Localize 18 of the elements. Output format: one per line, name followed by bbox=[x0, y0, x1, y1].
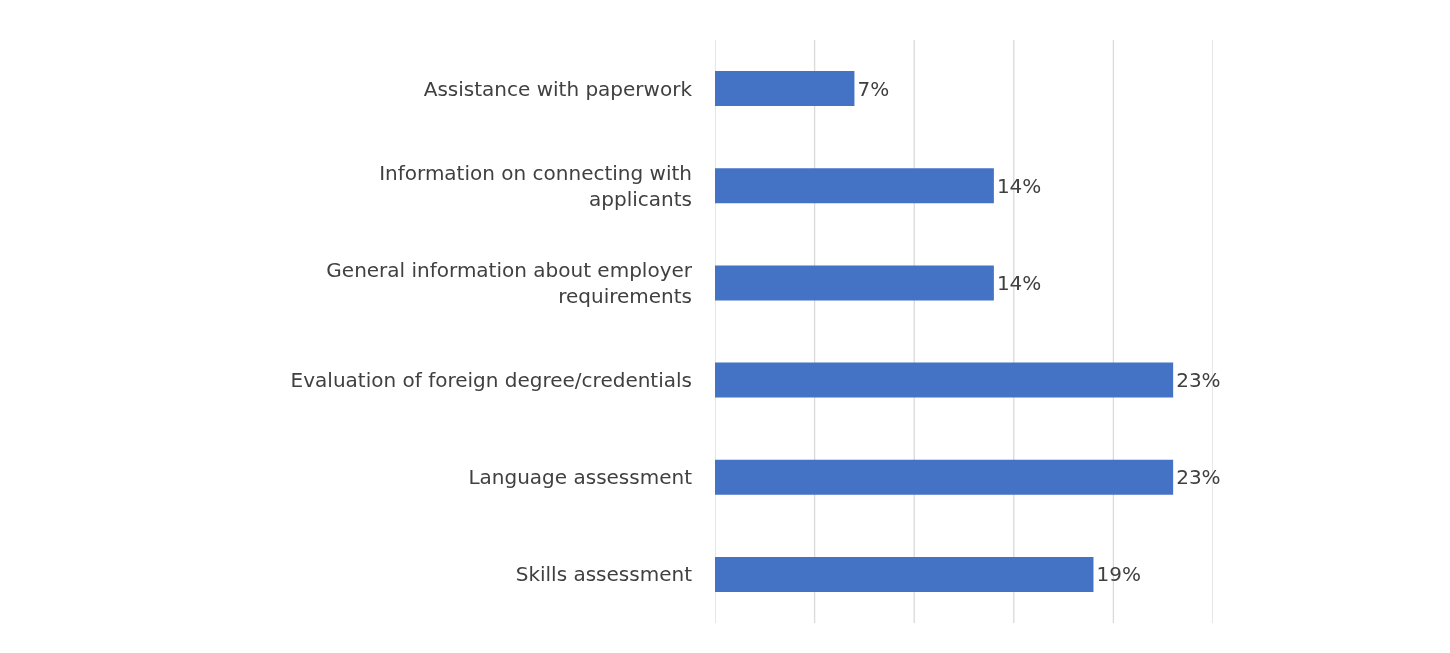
bar bbox=[715, 459, 1174, 495]
data-label: 19% bbox=[1096, 562, 1141, 587]
bar bbox=[715, 362, 1174, 398]
data-label: 23% bbox=[1176, 465, 1221, 490]
y-tick-label: Assistance with paperwork bbox=[423, 76, 693, 101]
bar bbox=[715, 168, 994, 204]
y-tick-label: Language assessment bbox=[468, 465, 693, 490]
data-label: 14% bbox=[996, 270, 1042, 295]
bar bbox=[715, 71, 855, 107]
data-label: 14% bbox=[996, 173, 1042, 198]
y-tick-label: General information about employer requirements bbox=[326, 257, 693, 308]
bar bbox=[715, 556, 1094, 592]
y-tick-label: Skills assessment bbox=[515, 562, 693, 587]
y-tick-label: Information on connecting with applicants bbox=[379, 160, 692, 211]
data-label: 23% bbox=[1176, 368, 1221, 393]
bar bbox=[715, 265, 994, 301]
y-tick-label: Evaluation of foreign degree/credentials bbox=[290, 368, 692, 393]
data-label: 7% bbox=[857, 76, 890, 101]
